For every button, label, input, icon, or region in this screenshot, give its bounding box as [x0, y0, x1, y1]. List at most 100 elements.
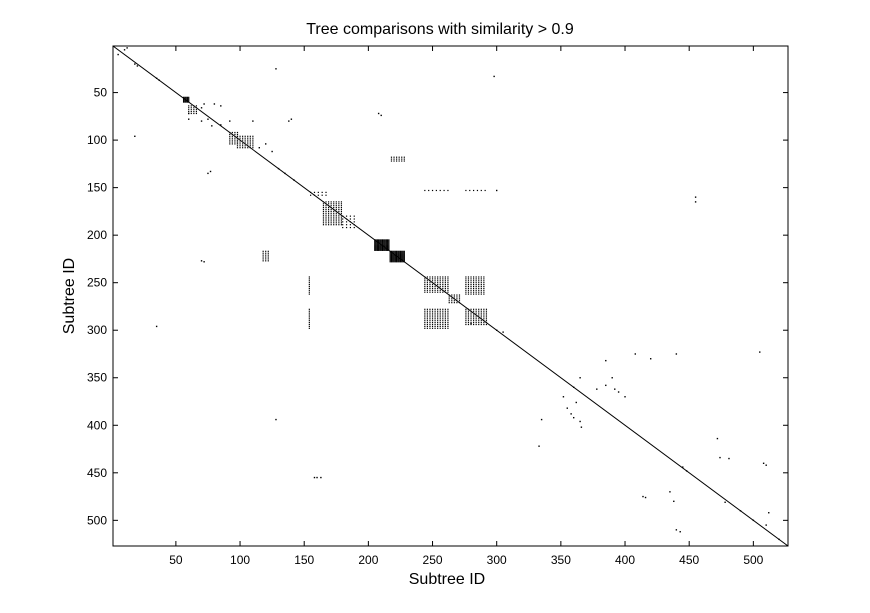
data-point — [470, 322, 472, 325]
data-point — [397, 257, 399, 259]
data-point — [570, 413, 572, 415]
data-point — [381, 249, 384, 251]
data-point — [470, 323, 472, 326]
data-point — [399, 254, 402, 256]
data-point — [475, 322, 477, 324]
diagonal-line — [112, 45, 789, 547]
data-point — [439, 312, 441, 314]
data-point — [439, 322, 441, 324]
data-point — [190, 110, 192, 113]
data-point — [467, 289, 470, 291]
data-point — [242, 137, 244, 139]
data-point — [424, 314, 426, 316]
data-point — [478, 316, 480, 318]
data-point — [453, 302, 455, 304]
data-point — [431, 316, 434, 318]
data-point — [465, 189, 467, 192]
data-point — [388, 248, 390, 251]
y-tick-label: 200 — [87, 228, 107, 242]
data-point — [308, 278, 310, 280]
data-point — [390, 156, 393, 158]
data-point — [234, 141, 236, 143]
data-point — [345, 215, 348, 217]
data-point — [389, 257, 391, 259]
data-point — [431, 320, 434, 322]
cluster-block — [374, 239, 390, 251]
data-point — [376, 247, 378, 250]
data-point — [605, 384, 607, 387]
data-point — [388, 240, 390, 242]
data-point — [475, 276, 477, 278]
data-point — [387, 242, 389, 244]
data-point — [431, 323, 434, 326]
data-point — [252, 120, 254, 122]
data-point — [470, 320, 472, 322]
data-point — [327, 216, 330, 218]
data-point — [288, 120, 290, 122]
data-point — [234, 133, 236, 136]
data-point — [244, 143, 246, 145]
data-point — [614, 388, 616, 390]
data-point — [442, 325, 444, 328]
data-point — [478, 322, 480, 324]
data-point — [185, 96, 187, 98]
data-point — [376, 239, 378, 241]
data-point — [394, 257, 396, 259]
data-point — [244, 139, 246, 141]
data-point — [470, 291, 472, 293]
data-point — [117, 53, 119, 56]
data-point — [475, 287, 477, 289]
data-point — [322, 201, 325, 203]
data-point — [444, 287, 446, 289]
data-point — [379, 244, 381, 246]
data-point — [325, 218, 327, 220]
data-point — [338, 214, 340, 216]
data-point — [397, 259, 399, 261]
y-axis-label: Subtree ID — [61, 258, 78, 334]
data-point — [759, 351, 761, 353]
data-point — [383, 247, 385, 250]
data-point — [377, 112, 380, 115]
data-point — [429, 285, 431, 288]
data-point — [540, 418, 543, 421]
data-point — [478, 282, 480, 284]
data-point — [442, 314, 444, 316]
data-point — [431, 283, 434, 286]
data-point — [502, 331, 504, 333]
data-point — [193, 110, 195, 113]
data-point — [186, 101, 189, 103]
data-point — [389, 258, 391, 260]
data-point — [478, 318, 480, 320]
data-point — [429, 318, 431, 320]
data-point — [184, 97, 186, 99]
data-point — [265, 260, 267, 262]
data-point — [402, 259, 404, 261]
data-point — [434, 322, 436, 324]
data-point — [399, 251, 402, 253]
data-point — [390, 254, 393, 256]
data-point — [424, 327, 426, 329]
data-point — [483, 310, 485, 312]
data-point — [429, 322, 431, 324]
data-point — [483, 280, 485, 282]
data-point — [480, 312, 482, 314]
data-point — [431, 278, 434, 280]
data-point — [642, 495, 644, 498]
data-point — [335, 216, 337, 218]
data-point — [182, 96, 185, 98]
x-axis-label: Subtree ID — [409, 571, 485, 588]
data-point — [480, 293, 482, 295]
data-point — [322, 205, 325, 207]
data-point — [247, 145, 249, 147]
data-point — [338, 206, 340, 209]
data-point — [381, 245, 384, 248]
data-point — [313, 476, 316, 479]
y-tick-label: 500 — [87, 513, 107, 527]
data-point — [465, 312, 467, 314]
data-point — [431, 308, 434, 310]
data-point — [470, 322, 472, 324]
data-point — [378, 239, 380, 241]
data-point — [495, 329, 498, 331]
data-point — [478, 293, 480, 295]
data-point — [453, 298, 455, 300]
